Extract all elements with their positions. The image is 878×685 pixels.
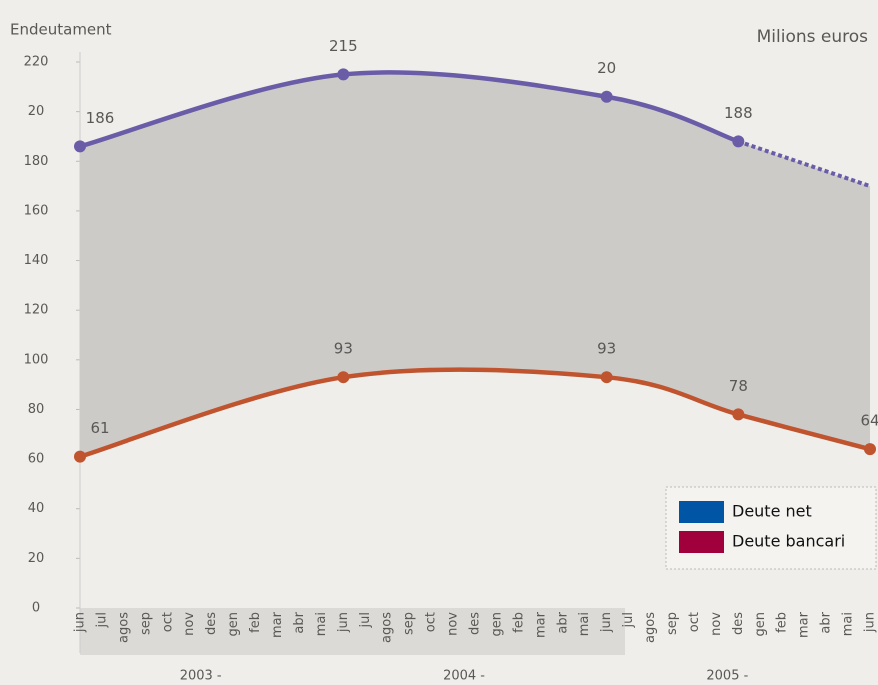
point xyxy=(600,90,613,103)
point xyxy=(600,371,613,384)
x-tick-label: jun xyxy=(599,612,614,633)
data-label: 93 xyxy=(597,340,616,358)
x-tick-label: jul xyxy=(358,612,373,628)
line xyxy=(737,139,871,188)
chart-subtitle: Milions euros xyxy=(757,27,869,47)
point xyxy=(74,450,86,463)
x-tick-label: abr xyxy=(555,611,570,633)
point xyxy=(732,408,745,421)
x-tick-label: des xyxy=(468,612,483,635)
x-tick-label: sep xyxy=(138,612,153,635)
y-tick-label: 80 xyxy=(28,402,45,417)
x-tick-label: gen xyxy=(753,612,768,637)
y-tick-label: 120 xyxy=(24,303,49,318)
x-tick-label: mai xyxy=(841,612,856,636)
data-label: 188 xyxy=(724,104,753,122)
x-tick-label: agos xyxy=(380,612,395,643)
legend-swatch xyxy=(679,501,724,523)
x-tick-label: gen xyxy=(489,612,504,637)
data-label: 20 xyxy=(597,59,616,77)
x-tick-label: abr xyxy=(819,611,834,633)
point xyxy=(864,443,876,456)
y-tick-label: 100 xyxy=(24,352,49,367)
point xyxy=(732,135,745,148)
y-tick-label: 0 xyxy=(32,601,40,616)
x-tick-label: jun xyxy=(863,612,878,633)
point xyxy=(337,371,350,384)
x-tick-label: mai xyxy=(314,612,329,636)
x-group-label: 2003 - xyxy=(180,669,222,684)
y-tick-label: 40 xyxy=(28,501,45,516)
y-tick-label: 20 xyxy=(28,104,45,119)
point xyxy=(337,68,350,81)
x-group-label: 2004 - xyxy=(443,669,485,684)
x-tick-label: mar xyxy=(533,611,548,638)
x-tick-label: sep xyxy=(402,612,417,635)
x-tick-label: gen xyxy=(226,612,241,637)
x-tick-label: oct xyxy=(160,612,175,632)
y-tick-label: 140 xyxy=(24,253,49,268)
x-tick-label: feb xyxy=(511,612,526,633)
x-tick-label: jul xyxy=(94,612,109,628)
x-tick-label: jun xyxy=(336,612,351,633)
x-tick-label: nov xyxy=(182,612,197,636)
x-tick-label: jul xyxy=(621,612,636,628)
point xyxy=(74,140,86,153)
y-tick-label: 160 xyxy=(24,203,49,218)
data-label: 215 xyxy=(329,37,358,55)
axis-band xyxy=(80,608,625,655)
line xyxy=(79,70,740,149)
legend-label: Deute net xyxy=(732,502,812,521)
data-label: 64 xyxy=(860,412,878,430)
x-tick-label: mar xyxy=(797,611,812,638)
y-tick-label: 180 xyxy=(24,154,49,169)
x-tick-label: oct xyxy=(424,612,439,632)
x-tick-label: agos xyxy=(643,612,658,643)
data-label: 61 xyxy=(90,419,109,437)
x-tick-label: jun xyxy=(73,612,88,633)
y-tick-label: 60 xyxy=(28,452,45,467)
data-label: 93 xyxy=(334,340,353,358)
data-label: 78 xyxy=(729,377,748,395)
x-group-label: 2005 - xyxy=(706,669,748,684)
x-tick-label: abr xyxy=(292,611,307,633)
x-tick-label: des xyxy=(731,612,746,635)
y-tick-label: 220 xyxy=(24,55,49,70)
line xyxy=(79,367,871,459)
area-between xyxy=(80,72,870,457)
data-label: 186 xyxy=(86,109,115,127)
x-tick-label: sep xyxy=(665,612,680,635)
x-tick-label: agos xyxy=(116,612,131,643)
x-tick-label: mar xyxy=(270,611,285,638)
legend-label: Deute bancari xyxy=(732,532,845,551)
legend-swatch xyxy=(679,531,724,553)
x-tick-label: feb xyxy=(248,612,263,633)
x-tick-label: feb xyxy=(775,612,790,633)
legend-box xyxy=(665,486,877,570)
x-tick-label: mai xyxy=(577,612,592,636)
chart-title: Endeutament xyxy=(10,21,112,39)
x-tick-label: nov xyxy=(446,612,461,636)
x-tick-label: des xyxy=(204,612,219,635)
x-tick-label: nov xyxy=(709,612,724,636)
x-tick-label: oct xyxy=(687,612,702,632)
y-tick-label: 20 xyxy=(28,551,45,566)
